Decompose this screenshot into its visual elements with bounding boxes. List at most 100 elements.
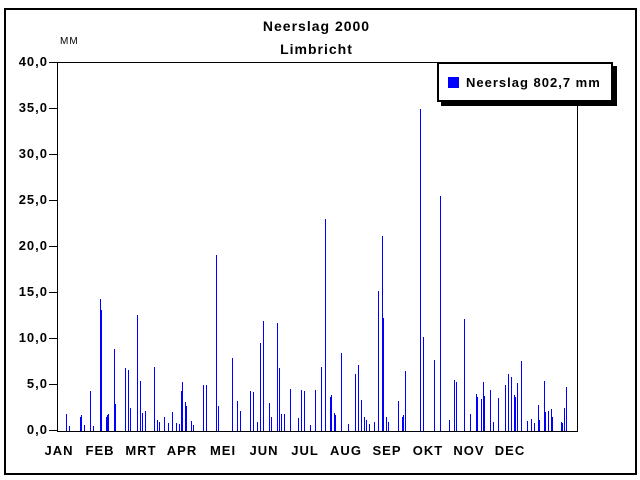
y-axis-label: 30,0 — [18, 146, 48, 161]
bar-day-300 — [483, 382, 484, 431]
bar-day-322 — [514, 395, 515, 431]
bar-day-36 — [108, 414, 109, 431]
bar-day-357 — [564, 408, 565, 431]
y-axis-tick — [49, 200, 57, 201]
bar-day-138 — [253, 392, 254, 431]
x-axis-label-aug: AUG — [330, 443, 362, 458]
bar-day-143 — [260, 343, 261, 431]
bar-day-339 — [538, 405, 539, 431]
bar-day-296 — [477, 397, 478, 431]
bar-day-182 — [315, 390, 316, 431]
bar-day-305 — [490, 390, 491, 431]
bar-day-25 — [93, 426, 94, 431]
bar-day-23 — [90, 391, 91, 431]
y-axis-tick — [49, 338, 57, 339]
bar-day-145 — [263, 321, 264, 431]
bar-day-91 — [186, 406, 187, 431]
bar-day-240 — [398, 401, 399, 431]
x-axis-label-okt: OKT — [412, 443, 444, 458]
bar-day-81 — [172, 412, 173, 431]
bar-day-170 — [298, 418, 299, 431]
bar-day-6 — [66, 414, 67, 431]
bar-day-295 — [476, 394, 477, 431]
chart-subtitle: Limbricht — [280, 41, 353, 57]
legend: Neerslag 802,7 mm — [437, 62, 613, 102]
bar-day-19 — [84, 425, 85, 431]
y-axis-tick — [49, 430, 57, 431]
bar-day-160 — [284, 414, 285, 431]
y-axis-label: 0,0 — [26, 422, 48, 437]
bar-day-212 — [358, 365, 359, 431]
x-axis-label-mei: MEI — [209, 443, 237, 458]
bar-day-186 — [321, 367, 322, 431]
bar-day-86 — [179, 424, 180, 431]
bar-day-343 — [544, 381, 545, 431]
x-axis-label-mrt: MRT — [125, 443, 157, 458]
bar-day-299 — [481, 399, 482, 431]
bar-day-233 — [388, 422, 389, 431]
bar-day-344 — [545, 412, 546, 431]
bar-day-56 — [137, 315, 138, 431]
y-axis-tick — [49, 292, 57, 293]
bar-day-346 — [548, 411, 549, 431]
bar-day-141 — [257, 422, 258, 431]
bar-day-230 — [383, 318, 384, 431]
bar-day-87 — [181, 391, 182, 431]
y-axis-tick — [49, 108, 57, 109]
bar-day-327 — [521, 361, 522, 431]
x-axis-label-nov: NOV — [453, 443, 485, 458]
bar-day-244 — [403, 415, 404, 431]
y-axis-tick — [49, 246, 57, 247]
bar-day-291 — [470, 414, 471, 431]
bar-day-136 — [250, 391, 251, 431]
bar-day-34 — [106, 417, 107, 431]
bar-day-220 — [369, 424, 370, 431]
bar-day-323 — [515, 397, 516, 431]
bar-day-287 — [464, 319, 465, 431]
bar-day-156 — [279, 368, 280, 431]
bar-day-41 — [115, 404, 116, 431]
bar-day-348 — [551, 409, 552, 431]
bar-day-68 — [154, 367, 155, 431]
bar-day-196 — [335, 415, 336, 431]
bar-day-316 — [505, 385, 506, 431]
bar-day-75 — [164, 417, 165, 431]
bar-day-200 — [341, 353, 342, 431]
y-axis-label: 10,0 — [18, 330, 48, 345]
bar-day-205 — [348, 424, 349, 431]
blue-square-icon — [448, 76, 459, 88]
bar-day-280 — [454, 380, 455, 431]
y-axis-label: 5,0 — [26, 376, 48, 391]
x-axis-label-feb: FEB — [85, 443, 115, 458]
x-axis-label-sep: SEP — [372, 443, 402, 458]
bar-day-103 — [203, 385, 204, 431]
bar-day-129 — [240, 411, 241, 431]
bar-day-281 — [456, 382, 457, 431]
bar-day-216 — [364, 417, 365, 431]
y-axis-tick — [49, 384, 57, 385]
bar-day-340 — [539, 420, 540, 431]
y-axis-unit-label: MM — [60, 36, 79, 47]
bar-day-307 — [493, 422, 494, 431]
bar-day-331 — [527, 421, 528, 431]
bar-day-232 — [386, 417, 387, 431]
bar-day-90 — [185, 402, 186, 431]
bar-day-195 — [334, 413, 335, 431]
bar-day-214 — [361, 400, 362, 431]
bar-day-324 — [517, 383, 518, 431]
bar-day-94 — [191, 421, 192, 431]
bar-day-266 — [434, 360, 435, 431]
x-axis-label-apr: APR — [166, 443, 198, 458]
bar-day-320 — [511, 377, 512, 431]
bar-day-35 — [107, 415, 108, 431]
y-axis-label: 15,0 — [18, 284, 48, 299]
bar-day-243 — [402, 417, 403, 431]
bar-day-172 — [301, 390, 302, 431]
bar-day-62 — [145, 411, 146, 431]
bar-day-276 — [449, 420, 450, 431]
bar-day-96 — [193, 425, 194, 431]
bar-day-174 — [304, 391, 305, 431]
bar-day-359 — [566, 387, 567, 431]
bar-day-229 — [382, 236, 383, 431]
bar-day-245 — [405, 371, 406, 431]
